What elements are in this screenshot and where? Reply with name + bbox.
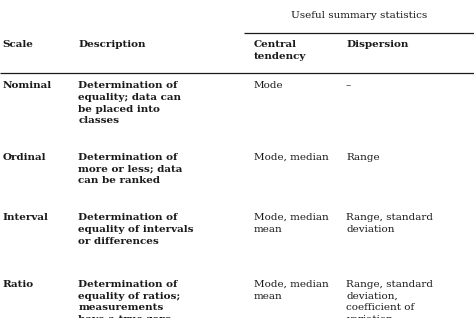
Text: Useful summary statistics: Useful summary statistics xyxy=(291,11,427,20)
Text: Determination of
equality; data can
be placed into
classes: Determination of equality; data can be p… xyxy=(78,81,181,126)
Text: Central
tendency: Central tendency xyxy=(254,40,306,60)
Text: Mode: Mode xyxy=(254,81,283,90)
Text: Determination of
more or less; data
can be ranked: Determination of more or less; data can … xyxy=(78,153,182,185)
Text: Ordinal: Ordinal xyxy=(2,153,46,162)
Text: Dispersion: Dispersion xyxy=(346,40,409,49)
Text: Determination of
equality of intervals
or differences: Determination of equality of intervals o… xyxy=(78,213,194,246)
Text: –: – xyxy=(346,81,351,90)
Text: Mode, median
mean: Mode, median mean xyxy=(254,213,328,234)
Text: Mode, median: Mode, median xyxy=(254,153,328,162)
Text: Mode, median
mean: Mode, median mean xyxy=(254,280,328,301)
Text: Determination of
equality of ratios;
measurements
have a true zero: Determination of equality of ratios; mea… xyxy=(78,280,181,318)
Text: Ratio: Ratio xyxy=(2,280,34,289)
Text: Range, standard
deviation: Range, standard deviation xyxy=(346,213,433,234)
Text: Range, standard
deviation,
coefficient of
variation: Range, standard deviation, coefficient o… xyxy=(346,280,433,318)
Text: Range: Range xyxy=(346,153,380,162)
Text: Nominal: Nominal xyxy=(2,81,52,90)
Text: Interval: Interval xyxy=(2,213,48,222)
Text: Description: Description xyxy=(78,40,146,49)
Text: Scale: Scale xyxy=(2,40,33,49)
